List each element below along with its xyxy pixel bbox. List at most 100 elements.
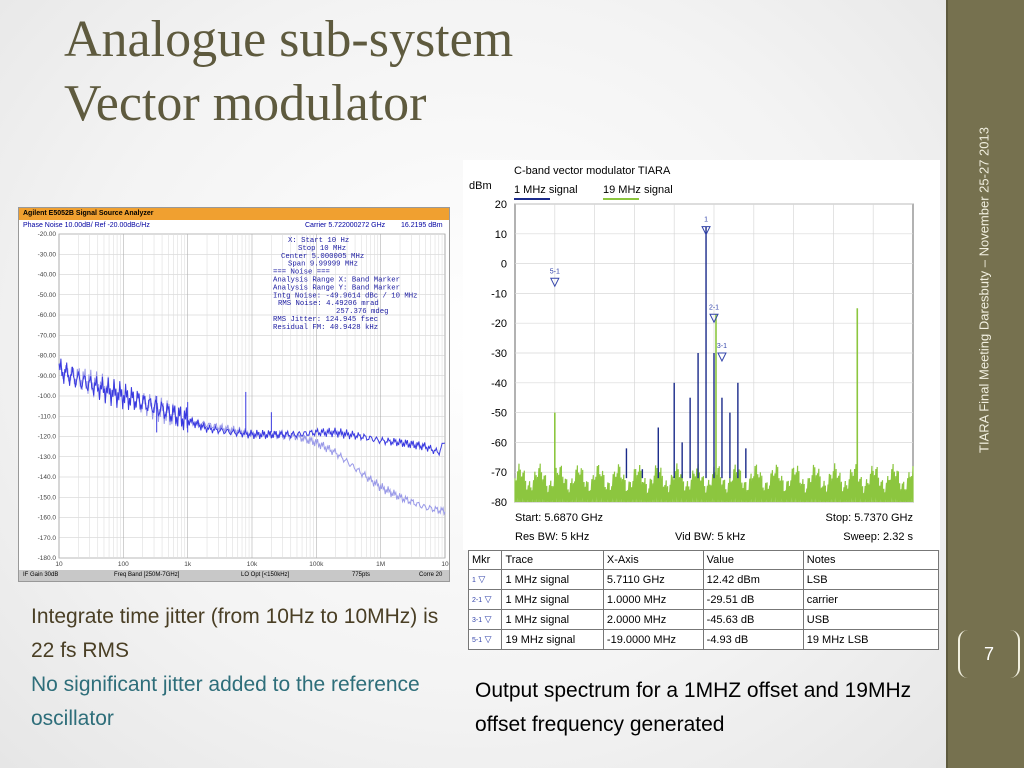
marker-table-cell: 19 MHz LSB [802, 629, 940, 650]
marker-triangle-icon: ▽ [482, 594, 492, 604]
marker-table-row: 5-1 ▽ 19 MHz signal -19.0000 MHz -4.93 dB 19… [467, 629, 940, 650]
marker-table-cell: 1 MHz signal [501, 609, 604, 630]
spectrum-noise-floor [514, 463, 914, 503]
marker-table-cell: 5.7110 GHz [602, 569, 704, 590]
phase-y-tick: -60.00 [38, 312, 57, 319]
phase-y-tick: -130.0 [38, 454, 57, 461]
marker-table-row: 2-1 ▽ 1 MHz signal 1.0000 MHz -29.51 dB carr… [467, 589, 940, 610]
spectrum-marker-label: 2-1 [709, 304, 719, 311]
phase-y-tick: -70.00 [38, 332, 57, 339]
spectrum-title: C-band vector modulator TIARA [514, 165, 671, 177]
spectrum-y-tick: -80 [491, 497, 507, 509]
right-caption-spectrum: Output spectrum for a 1MHZ offset and 19… [475, 679, 912, 736]
phase-x-tick: 1k [184, 561, 192, 568]
phase-y-tick: -90.00 [38, 373, 57, 380]
phase-y-tick: -20.00 [38, 231, 57, 238]
phase-x-tick: 100 [118, 561, 129, 568]
status-corre: Corre 20 [419, 572, 443, 578]
phase-y-tick: -160.0 [38, 515, 57, 522]
legend-19mhz: 19 MHz signal [603, 184, 673, 196]
phase-y-tick: -140.0 [38, 474, 57, 481]
marker-table-cell: 1 MHz signal [501, 589, 604, 610]
marker-table-cell: -45.63 dB [702, 609, 804, 630]
analyzer-title-bar: Agilent E5052B Signal Source Analyzer [19, 208, 449, 220]
marker-table-cell: 2-1 ▽ [467, 589, 503, 610]
readout-line: 257.376 mdeg [336, 308, 389, 316]
vertical-footer-text: TIARA Final Meeting Daresbuty – November… [976, 127, 992, 453]
marker-triangle-icon: ▽ [475, 574, 486, 584]
marker-triangle-icon: ▽ [482, 634, 492, 644]
spectrum-y-tick: -30 [491, 348, 507, 360]
phase-y-tick: -30.00 [38, 251, 57, 258]
marker-id: 2-1 [472, 597, 483, 604]
readout-line: Intg Noise: -49.9614 dBc / 10 MHz [273, 292, 418, 300]
phase-x-tick: 10k [247, 561, 258, 568]
spectrum-y-tick: -70 [491, 467, 507, 479]
readout-line: Center 5.000005 MHz [281, 253, 364, 261]
spectrum-y-unit: dBm [469, 180, 492, 192]
spectrum-y-tick: -50 [491, 408, 507, 420]
marker-triangle-icon: ▽ [482, 614, 492, 624]
marker-table-cell: carrier [802, 589, 940, 610]
title-line-2: Vector modulator [64, 75, 427, 132]
phase-x-tick: 10 [441, 561, 449, 568]
spectrum-y-tick: 20 [495, 199, 507, 211]
page-number: 7 [958, 630, 1020, 678]
phase-y-tick: -120.0 [38, 434, 57, 441]
readout-line: Span 9.99999 MHz [288, 261, 358, 269]
phase-noise-analyzer: Agilent E5052B Signal Source Analyzer Ph… [18, 207, 450, 582]
marker-table-header-cell: Value [702, 550, 804, 570]
spectrum-marker-label: 1 [704, 217, 708, 224]
marker-table-header: Mkr Trace X-Axis Value Notes [467, 550, 940, 570]
marker-table-cell: USB [802, 609, 940, 630]
readout-line: Analysis Range Y: Band Marker [273, 284, 400, 292]
readout-line: RMS Jitter: 124.945 fsec [273, 316, 378, 324]
analyzer-status-bar: IF Gain 30dB Freq Band [250M-7GHz] LO Op… [19, 570, 449, 581]
marker-table: Mkr Trace X-Axis Value Notes 1 ▽ 1 MHz signal 5… [467, 550, 940, 650]
marker-table-row: 1 ▽ 1 MHz signal 5.7110 GHz 12.42 dBm LSB [467, 569, 940, 590]
spectrum-y-tick: 10 [495, 229, 507, 241]
marker-table-cell: -4.93 dB [702, 629, 804, 650]
marker-table-cell: 19 MHz signal [501, 629, 604, 650]
readout-line: Stop 10 MHz [298, 245, 346, 253]
marker-table-header-cell: Trace [501, 550, 604, 570]
spectrum-y-tick: -20 [491, 318, 507, 330]
spectrum-marker [709, 313, 719, 324]
status-lo-opt: LO Opt [<150kHz] [241, 572, 290, 578]
analyzer-header-power: 16.2195 dBm [401, 222, 443, 229]
spectrum-marker [717, 352, 727, 363]
spectrum-footer-left-1: Start: 5.6870 GHz [515, 512, 603, 524]
phase-y-tick: -150.0 [38, 494, 57, 501]
spectrum-marker [549, 277, 560, 288]
legend-1mhz: 1 MHz signal [514, 184, 578, 196]
phase-y-tick: -50.00 [38, 292, 57, 299]
marker-table-header-cell: Mkr [467, 550, 503, 570]
spectrum-marker-label: 3-1 [717, 343, 727, 350]
spectrum-marker-label: 5-1 [550, 268, 560, 275]
slide-title: Analogue sub-system Vector modulator [64, 8, 513, 136]
status-freq-band: Freq Band [250M-7GHz] [114, 572, 180, 578]
phase-y-tick: -80.00 [38, 353, 57, 360]
spectrum-y-tick: 0 [501, 259, 507, 271]
spectrum-marker [701, 226, 711, 236]
title-line-1: Analogue sub-system [64, 11, 514, 68]
marker-id: 5-1 [472, 637, 483, 644]
output-spectrum-plot: C-band vector modulator TIARA dBm 1 MHz si… [463, 160, 940, 550]
phase-x-tick: 10 [55, 561, 63, 568]
spectrum-y-tick: -60 [491, 437, 507, 449]
marker-table-cell: 1 MHz signal [501, 569, 604, 590]
marker-table-header-cell: X-Axis [602, 550, 704, 570]
status-points: 775pts [352, 572, 371, 578]
marker-table-cell: 3-1 ▽ [467, 609, 503, 630]
phase-x-tick: 100k [309, 561, 324, 568]
marker-table-cell: 1.0000 MHz [602, 589, 704, 610]
readout-line: Analysis Range X: Band Marker [273, 277, 400, 285]
analyzer-header-left: Phase Noise 10.00dB/ Ref -20.00dBc/Hz [23, 222, 150, 229]
spectrum-y-tick: -10 [491, 288, 507, 300]
spectrum-footer-mid-2: Vid BW: 5 kHz [675, 531, 746, 543]
phase-noise-trace [58, 358, 446, 457]
phase-y-tick: -170.0 [38, 535, 57, 542]
marker-table-cell: 1 ▽ [467, 569, 503, 590]
marker-table-cell: LSB [802, 569, 940, 590]
marker-table-cell: -19.0000 MHz [602, 629, 704, 650]
